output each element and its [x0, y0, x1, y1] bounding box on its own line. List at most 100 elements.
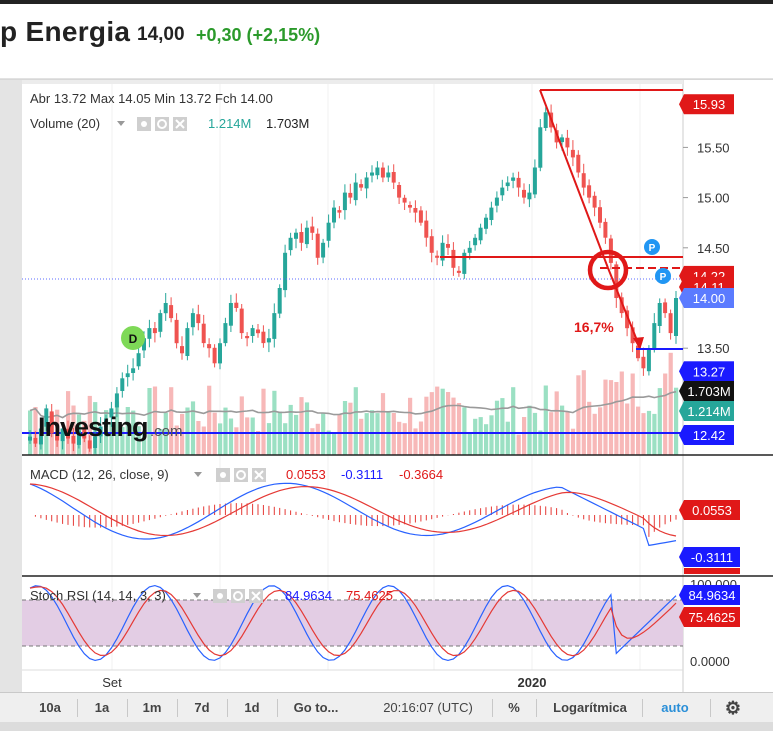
range-1d-button[interactable]: 1d [244, 700, 260, 715]
volume-bar [467, 433, 472, 455]
candle [663, 298, 668, 318]
svg-text:P: P [660, 272, 667, 283]
volume-dropdown-icon[interactable] [117, 121, 125, 126]
marker-d[interactable]: D [121, 326, 145, 350]
volume-bar [652, 413, 657, 455]
volume-bar [614, 382, 619, 455]
percent-button[interactable]: % [508, 700, 520, 715]
volume-bar [190, 401, 196, 455]
candle [288, 232, 293, 256]
svg-text:1.703M: 1.703M [687, 384, 730, 399]
volume-bar [511, 387, 516, 455]
volume-bar [234, 427, 239, 455]
candle [370, 165, 374, 183]
price-tick: 13.50 [697, 341, 730, 356]
range-7d-button[interactable]: 7d [194, 700, 210, 715]
volume-bar [125, 407, 130, 455]
range-1a-button[interactable]: 1a [94, 700, 110, 715]
range-10a-button[interactable]: 10a [39, 700, 61, 715]
badge-volume-black: 1.703M [679, 381, 734, 401]
volume-ma-line [29, 390, 677, 419]
volume-tools-icons[interactable] [137, 117, 187, 131]
volume-bar [543, 385, 548, 455]
candle [565, 129, 570, 156]
stoch-legend: Stoch RSI (14, 14, 3, 3) [30, 588, 166, 603]
candle [299, 223, 304, 251]
candle [174, 313, 179, 349]
volume-legend: Volume (20) [30, 116, 100, 131]
stoch-tools-icons[interactable] [213, 589, 263, 603]
volume-bar [630, 373, 635, 455]
volume-bar [114, 401, 120, 455]
svg-text:-0.3111: -0.3111 [691, 550, 733, 565]
volume-bar [500, 398, 505, 455]
volume-bar [397, 421, 402, 455]
volume-bar [522, 417, 527, 455]
volume-bar [33, 407, 38, 455]
candle [315, 228, 320, 265]
chart-area[interactable]: 16,7% D P P Abr 13.72 Max 14.05 Min 13.7… [0, 80, 773, 692]
log-button[interactable]: Logarítmica [553, 700, 627, 715]
svg-text:13.27: 13.27 [693, 364, 726, 379]
candle [261, 325, 266, 348]
candle [152, 322, 157, 343]
svg-text:84.9634: 84.9634 [689, 588, 736, 603]
candle [505, 176, 510, 191]
quote-header: p Energia 14,00 +0,30 (+2,15%) [0, 4, 773, 79]
macd-legend: MACD (12, 26, close, 9) [30, 467, 169, 482]
volume-bar [375, 413, 380, 455]
chart-toolbar: 10a 1a 1m 7d 1d Go to... 20:16:07 (UTC) … [0, 692, 773, 723]
candle [277, 284, 282, 319]
candle [652, 313, 657, 353]
candle [342, 184, 347, 220]
volume-bar [93, 402, 98, 455]
macd-tools-icons[interactable] [216, 468, 266, 482]
volume-bar [538, 430, 543, 455]
volume-bar [315, 423, 320, 455]
goto-button[interactable]: Go to... [293, 700, 339, 715]
volume-bar [342, 401, 348, 455]
marker-p-1[interactable]: P [644, 239, 660, 255]
volume-bar [608, 380, 614, 455]
stoch-dropdown-icon[interactable] [193, 593, 201, 598]
svg-text:Investing: Investing [38, 412, 148, 442]
price-chart[interactable]: 16,7% D P P Abr 13.72 Max 14.05 Min 13.7… [0, 80, 773, 692]
volume-bar [98, 431, 103, 455]
volume-bar [272, 390, 277, 455]
candle [353, 173, 358, 206]
macd-histogram [34, 503, 677, 537]
volume-bar [641, 413, 646, 455]
candle [49, 404, 54, 438]
candle [500, 179, 505, 201]
candle [348, 183, 353, 204]
macd-value-1: 0.0553 [286, 467, 326, 482]
volume-bar [570, 428, 576, 455]
range-1m-button[interactable]: 1m [142, 700, 162, 715]
volume-bar [261, 388, 266, 455]
volume-bar [353, 387, 358, 455]
stoch-tick-0: 0.0000 [690, 654, 730, 669]
volume-bar [218, 423, 223, 455]
auto-button[interactable]: auto [661, 700, 689, 715]
candle [375, 161, 380, 180]
gear-icon[interactable]: ⚙ [724, 698, 742, 718]
macd-dropdown-icon[interactable] [194, 472, 202, 477]
volume-bar [560, 405, 565, 455]
candle [646, 345, 651, 376]
candle [212, 344, 217, 368]
candle [402, 194, 407, 210]
candle [321, 238, 326, 264]
volume-bar [44, 422, 49, 455]
candle [131, 358, 136, 381]
candle [207, 338, 212, 358]
marker-p-2[interactable]: P [655, 268, 671, 284]
candle [391, 164, 396, 189]
volume-bar [239, 396, 244, 455]
candle [429, 229, 434, 263]
candle [82, 424, 87, 443]
candle [337, 206, 342, 219]
volume-bar [310, 428, 315, 455]
badge-last: 14.00 [679, 288, 734, 308]
price-tick: 14.50 [697, 241, 730, 256]
volume-bar [266, 423, 272, 455]
